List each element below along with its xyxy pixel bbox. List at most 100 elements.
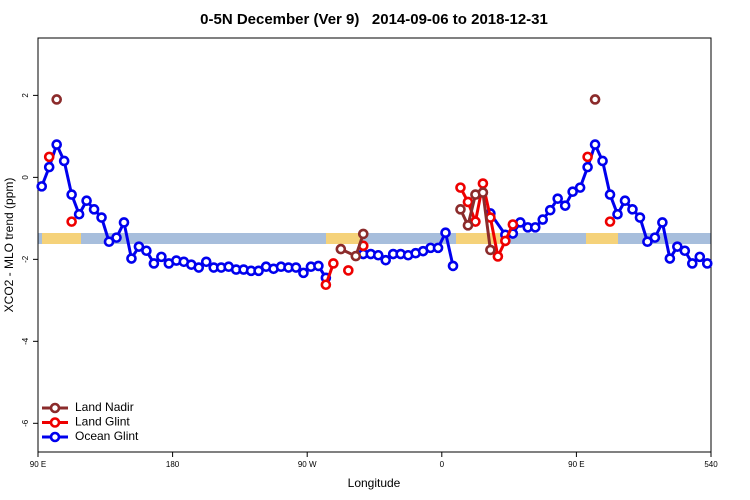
- data-point: [58, 155, 70, 167]
- land-band: [326, 233, 363, 244]
- data-point: [51, 94, 62, 105]
- legend-marker: [49, 431, 61, 443]
- data-point: [604, 216, 616, 227]
- data-point: [200, 256, 212, 268]
- data-point: [642, 236, 653, 248]
- data-point: [574, 182, 586, 193]
- data-point: [440, 227, 451, 239]
- data-point: [43, 151, 55, 163]
- x-axis-label: Longitude: [348, 476, 401, 490]
- data-point: [485, 212, 496, 223]
- x-tick-label: 90 E: [30, 460, 46, 469]
- data-point: [612, 208, 623, 220]
- data-point: [66, 216, 77, 227]
- data-point: [589, 94, 601, 105]
- data-point: [552, 193, 564, 204]
- data-point: [111, 232, 122, 243]
- data-point: [507, 219, 519, 230]
- legend-label: Ocean Glint: [75, 429, 139, 443]
- x-tick-label: 0: [440, 460, 445, 469]
- data-point: [298, 267, 309, 279]
- data-point: [103, 236, 115, 248]
- data-point: [51, 139, 62, 150]
- data-point: [81, 195, 92, 207]
- data-point: [432, 242, 444, 254]
- data-point: [589, 139, 601, 150]
- data-point: [313, 260, 324, 272]
- x-tick-label: 180: [166, 460, 180, 469]
- y-tick-label: 2: [21, 93, 30, 98]
- y-tick-label: -6: [21, 419, 30, 427]
- data-point: [462, 196, 474, 208]
- data-point: [43, 161, 55, 173]
- data-point: [88, 204, 100, 215]
- data-point: [604, 189, 616, 200]
- data-point: [148, 258, 160, 269]
- data-point: [687, 258, 698, 269]
- land-band: [42, 233, 81, 244]
- land-band: [456, 233, 502, 244]
- data-point: [634, 212, 646, 223]
- data-point: [462, 220, 474, 231]
- legend-marker: [49, 417, 61, 428]
- data-point: [664, 253, 676, 264]
- ocean-band: [38, 233, 711, 244]
- data-point: [619, 195, 631, 207]
- data-point: [350, 250, 362, 262]
- data-point: [694, 251, 706, 263]
- data-point: [477, 187, 489, 198]
- x-tick-label: 540: [704, 460, 718, 469]
- data-point: [455, 182, 466, 193]
- data-point: [193, 262, 205, 273]
- data-point: [357, 240, 369, 252]
- data-point: [357, 228, 369, 240]
- data-point: [701, 258, 713, 269]
- surface-band: [38, 233, 711, 244]
- data-point: [485, 244, 496, 256]
- data-point: [118, 217, 130, 228]
- series: [43, 151, 616, 291]
- data-point: [597, 155, 608, 167]
- data-point: [500, 235, 511, 247]
- data-point: [36, 181, 48, 192]
- data-point: [156, 251, 167, 263]
- data-point: [649, 232, 661, 243]
- data-point: [372, 249, 384, 261]
- x-tick-label: 90 W: [298, 460, 317, 469]
- data-point: [477, 178, 489, 189]
- series: [51, 94, 601, 262]
- legend-marker: [49, 402, 61, 414]
- data-point: [559, 200, 571, 211]
- data-point: [335, 243, 347, 255]
- data-point: [492, 251, 504, 262]
- data-point: [537, 214, 549, 225]
- data-point: [320, 279, 332, 291]
- data-point: [96, 212, 107, 223]
- data-point: [343, 265, 354, 276]
- data-point: [126, 253, 137, 264]
- data-point: [582, 151, 593, 163]
- data-point: [447, 260, 459, 272]
- data-point: [657, 217, 668, 228]
- legend-label: Land Nadir: [75, 400, 134, 414]
- data-point: [679, 245, 691, 257]
- data-point: [544, 204, 556, 216]
- data-point: [133, 241, 145, 252]
- data-point: [141, 245, 152, 257]
- x-tick-label: 90 E: [568, 460, 584, 469]
- y-tick-label: 0: [21, 175, 30, 180]
- data-point: [529, 222, 541, 233]
- legend-label: Land Glint: [75, 415, 130, 429]
- series: [36, 139, 713, 284]
- data-point: [328, 258, 339, 269]
- plot-frame: [37, 37, 712, 453]
- data-point: [380, 254, 392, 266]
- land-band: [586, 233, 618, 244]
- data-point: [567, 186, 578, 198]
- chart-title: 0-5N December (Ver 9) 2014-09-06 to 2018…: [200, 11, 548, 28]
- data-point: [582, 161, 593, 173]
- y-tick-label: -4: [21, 337, 30, 345]
